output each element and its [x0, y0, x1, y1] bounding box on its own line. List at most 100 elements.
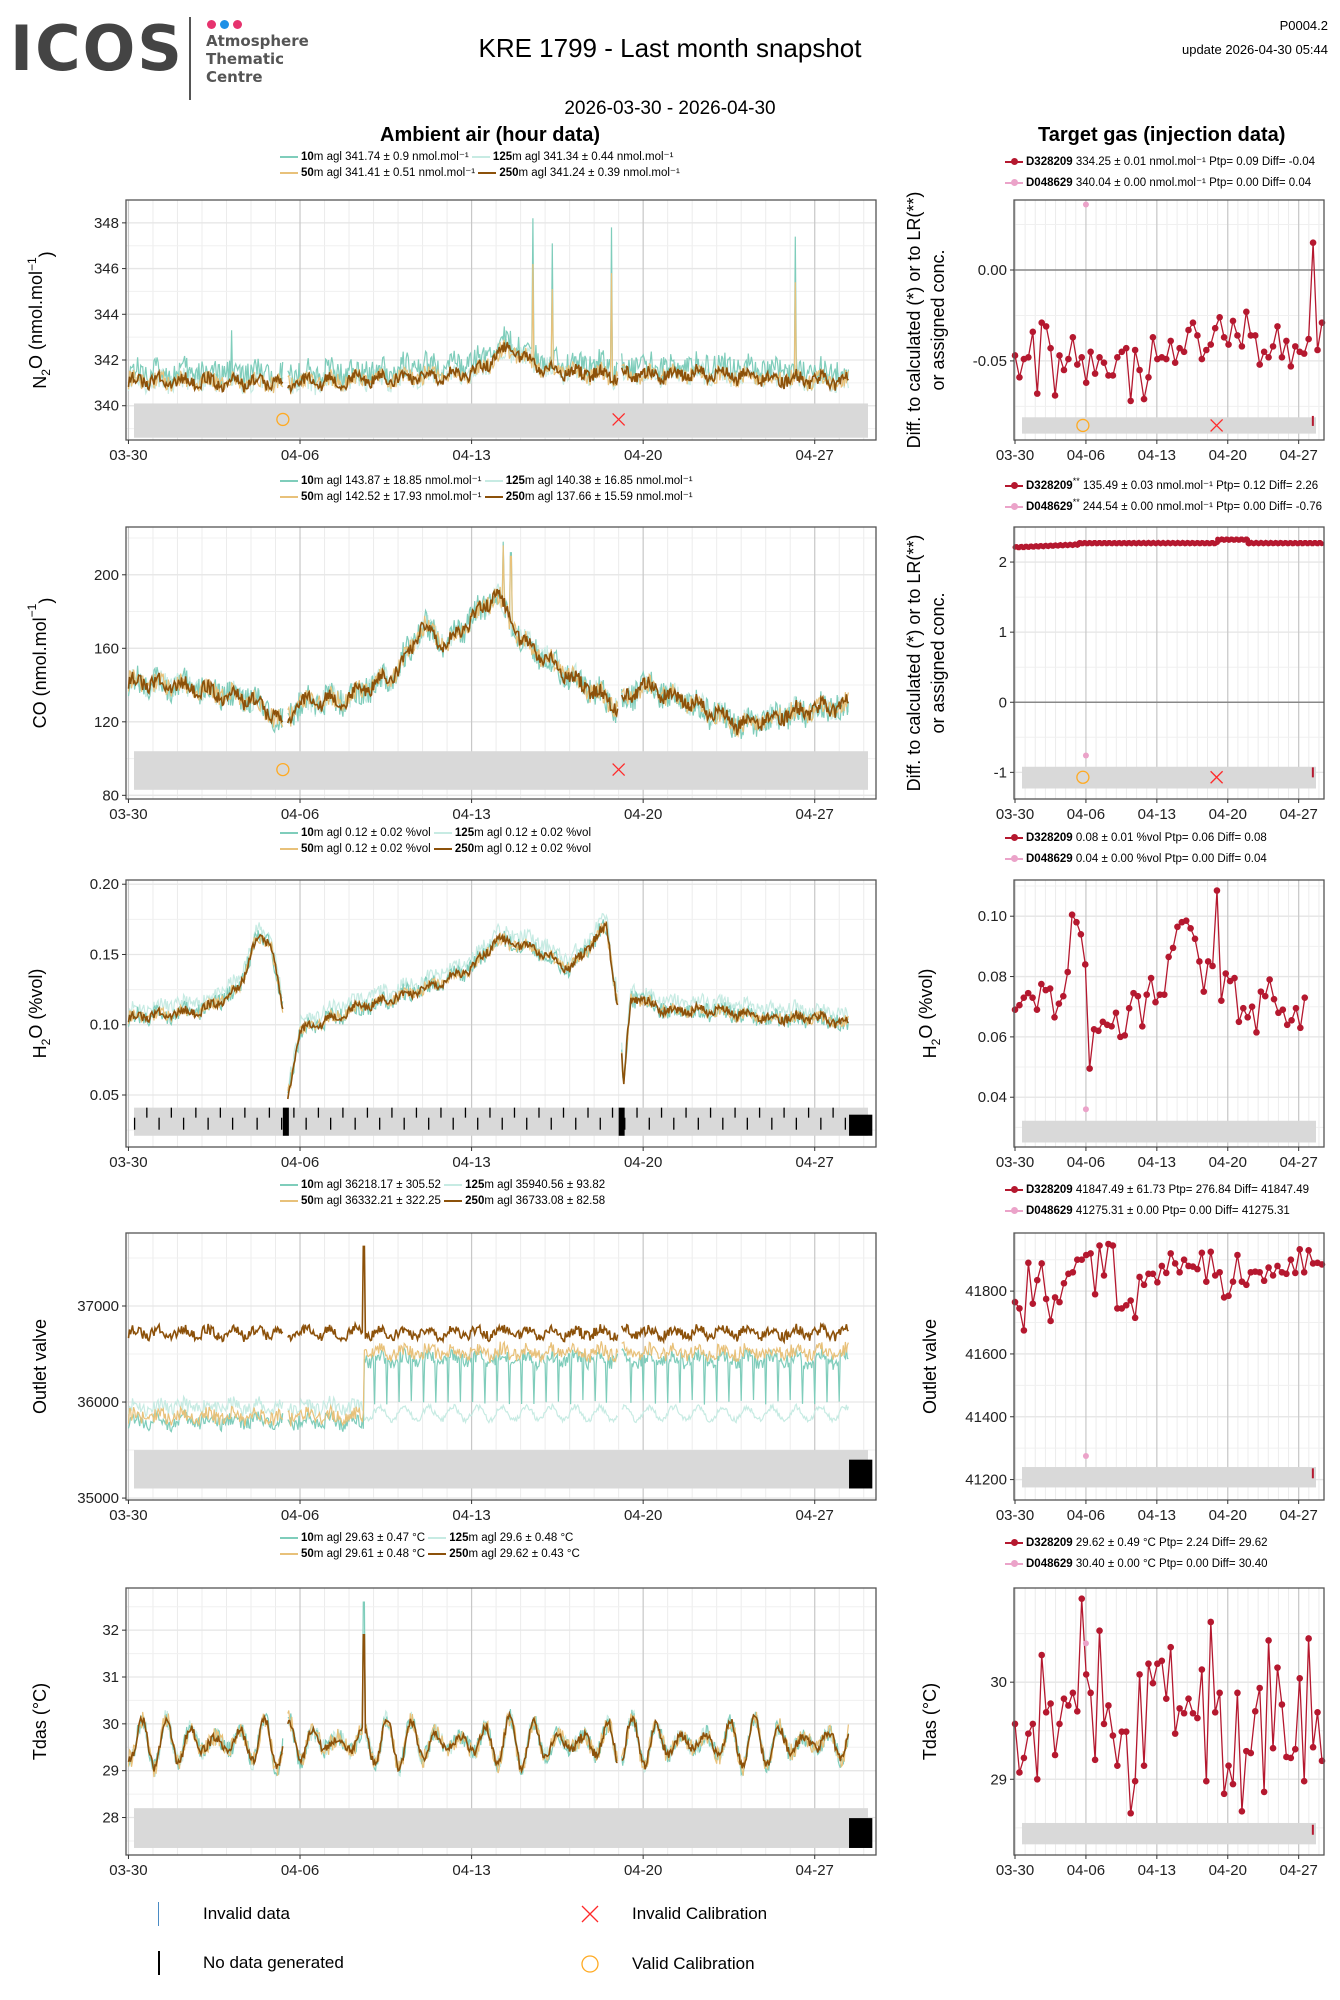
- target-point: [1158, 1657, 1166, 1665]
- legend-item: 250m agl 137.66 ± 15.59 nmol.mol⁻¹: [484, 491, 693, 503]
- target-point: [1278, 353, 1286, 361]
- target-second-point: [1082, 1453, 1089, 1460]
- y-tick-label: 30: [102, 1716, 119, 1733]
- target-point: [1047, 344, 1054, 352]
- legend-cylinder-id: D328209: [1026, 479, 1073, 492]
- target-point: [1038, 319, 1046, 327]
- invalid-data-icon: [158, 1902, 159, 1926]
- series-line-h125: [287, 1395, 619, 1425]
- legend-item: 50m agl 142.52 ± 17.93 nmol.mol⁻¹: [280, 491, 485, 503]
- legend-cylinder-id: D048629: [1026, 1557, 1073, 1570]
- y-tick-label: 348: [94, 215, 119, 232]
- legend-text: m agl 0.12 ± 0.02 %vol: [474, 843, 591, 855]
- x-tick-label: 04-27: [796, 1154, 834, 1171]
- x-tick-label: 03-30: [109, 1154, 147, 1171]
- target-point: [1073, 918, 1080, 926]
- legend-swatch: [1005, 1538, 1023, 1546]
- invalid-calibration-icon: [581, 1905, 599, 1923]
- target-point: [1016, 1769, 1023, 1776]
- chart-tdas_ambient: 28 29 30 31 32 03-30 04-06 04-13 04-20 04-27 Tdas …: [30, 1587, 877, 1879]
- legend-swatch: [1005, 854, 1023, 862]
- y-tick-label: 0.00: [978, 262, 1007, 279]
- target-point: [1047, 1317, 1054, 1325]
- legend-height: 10: [301, 475, 314, 487]
- target-point: [1291, 1745, 1299, 1753]
- legend-text: m agl 137.66 ± 15.59 nmol.mol⁻¹: [524, 491, 693, 503]
- plot-frame: [1013, 879, 1325, 1148]
- target-point: [1020, 994, 1028, 1001]
- invalid-calibration-marker: [612, 763, 626, 777]
- legend-text: m agl 36733.08 ± 82.58: [484, 1195, 606, 1207]
- invalid-calibration-marker: [1210, 418, 1224, 432]
- target-point: [1091, 1290, 1099, 1298]
- legend-text: m agl 0.12 ± 0.02 %vol: [474, 827, 591, 839]
- y-tick-label: 0.20: [90, 876, 119, 893]
- target-point: [1218, 997, 1225, 1004]
- target-point: [1139, 1023, 1146, 1030]
- target-point: [1114, 1762, 1121, 1769]
- target-point: [1056, 352, 1063, 359]
- y-tick-label: 340: [94, 398, 119, 415]
- target-series-line: [1014, 242, 1323, 401]
- target-point: [1229, 1780, 1237, 1788]
- flag-band: [1022, 1822, 1316, 1845]
- chart-legend: 10m agl 0.12 ± 0.02 %vol 125m agl 0.12 ±…: [280, 825, 591, 857]
- legend-swatch: [280, 1199, 298, 1202]
- target-point: [1011, 352, 1019, 359]
- legend-height: 50: [301, 1195, 314, 1207]
- target-point: [1160, 991, 1168, 998]
- legend-height: 125: [492, 151, 513, 163]
- target-point: [1225, 341, 1232, 348]
- plot-frame: [125, 879, 877, 1148]
- series-line-h10: [621, 1709, 849, 1777]
- legend-text: 29.62 ± 0.49 °C Ptp= 2.24 Diff= 29.62: [1072, 1536, 1268, 1549]
- target-point: [1169, 944, 1177, 952]
- series-line-h250: [287, 920, 619, 1100]
- legend-height: 10: [301, 827, 314, 839]
- legend-item: D328209 0.08 ± 0.01 %vol Ptp= 0.06 Diff=…: [1005, 825, 1267, 846]
- target-point: [1112, 1009, 1120, 1017]
- y-axis-label-part: H: [920, 1045, 940, 1058]
- legend-item: 125m agl 341.34 ± 0.44 nmol.mol⁻¹: [471, 151, 673, 163]
- invalid-calibration-marker: [1210, 770, 1224, 784]
- legend-item: D048629 0.04 ± 0.00 %vol Ptp= 0.00 Diff=…: [1005, 846, 1267, 867]
- x-tick-label: 04-13: [1138, 1154, 1176, 1171]
- legend-swatch: [1005, 157, 1023, 165]
- target-point: [1314, 346, 1321, 354]
- legend-height: 250: [499, 167, 519, 179]
- legend-item: D048629 41275.31 ± 0.00 Ptp= 0.00 Diff= …: [1005, 1198, 1309, 1219]
- legend-item: D048629 340.04 ± 0.00 nmol.mol⁻¹ Ptp= 0.…: [1005, 170, 1315, 191]
- target-point: [1216, 313, 1223, 321]
- target-point: [1176, 1705, 1183, 1712]
- y-tick-label: 120: [94, 714, 119, 731]
- y-axis-label-line: Diff. to calculated (*) or to LR(**): [904, 535, 924, 792]
- x-tick-label: 03-30: [996, 1507, 1034, 1524]
- legend-row: 10m agl 341.74 ± 0.9 nmol.mol⁻¹ 125m agl…: [280, 149, 680, 165]
- y-axis-label-part: O (%vol): [916, 969, 936, 1039]
- target-point: [1266, 976, 1273, 983]
- target-point: [1203, 1278, 1210, 1285]
- y-axis-label: Tdas (°C): [920, 1683, 940, 1760]
- target-second-point: [1082, 752, 1089, 759]
- target-second-point: [1082, 201, 1089, 208]
- legend-item: 50m agl 341.41 ± 0.51 nmol.mol⁻¹: [280, 167, 478, 179]
- target-point: [1158, 1262, 1166, 1270]
- logo-dot: [220, 20, 229, 29]
- target-point: [1121, 1032, 1129, 1039]
- y-tick-label: 344: [94, 306, 119, 323]
- target-point: [1069, 333, 1077, 341]
- icos-logo: ICOS: [10, 12, 184, 85]
- x-tick-label: 04-20: [1209, 447, 1247, 464]
- legend-text: m agl 36332.21 ± 322.25: [313, 1195, 445, 1207]
- y-tick-label: 41400: [965, 1409, 1007, 1426]
- target-point: [1243, 1281, 1250, 1289]
- target-point: [1011, 1720, 1019, 1728]
- logo-subtitle-line: Atmosphere: [206, 32, 309, 50]
- y-axis-label-line: Diff. to calculated (*) or to LR(**): [904, 192, 924, 449]
- target-point: [1261, 992, 1269, 1000]
- target-point: [1247, 1749, 1255, 1757]
- target-point: [1068, 911, 1076, 918]
- legend-swatch: [1005, 481, 1023, 489]
- series-line-h10: [621, 669, 849, 740]
- valid-calibration-icon: [581, 1955, 599, 1973]
